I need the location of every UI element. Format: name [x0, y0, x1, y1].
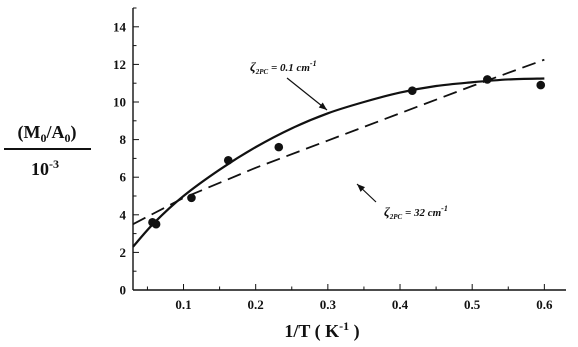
annotations: ζ2PC = 0.1 cm-1 ζ2PC = 32 cm-1	[250, 59, 448, 221]
y-tick-label: 10	[113, 95, 126, 110]
x-axis-ticks: 0.1 0.2 0.3 0.4 0.5 0.6	[146, 284, 553, 312]
svg-text:10-3: 10-3	[31, 157, 59, 179]
y-tick-label: 0	[120, 283, 127, 298]
x-tick-label: 0.2	[248, 297, 264, 312]
x-tick-label: 0.4	[392, 297, 409, 312]
x-tick-label: 0.3	[320, 297, 337, 312]
data-point	[187, 193, 196, 203]
y-axis-title: (M0/A0) 10-3	[4, 122, 91, 179]
solid-curve-annotation-arrow	[286, 77, 328, 111]
y-tick-label: 6	[120, 170, 127, 185]
x-tick-label: 0.5	[464, 297, 481, 312]
fit-curves	[132, 58, 545, 248]
data-point	[407, 86, 417, 96]
dashed-fit-curve	[132, 58, 545, 225]
data-points	[148, 75, 546, 229]
dashed-curve-annotation-arrowhead	[357, 184, 366, 192]
x-tick-label: 0.1	[175, 297, 191, 312]
svg-text:(M0/A0): (M0/A0)	[18, 122, 77, 145]
y-axis-ticks: 0 2 4 6 8 10 12 14	[113, 7, 139, 298]
data-point	[536, 80, 546, 90]
y-tick-label: 4	[120, 207, 127, 222]
y-tick-label: 14	[113, 19, 127, 34]
x-tick-label: 0.6	[536, 297, 553, 312]
solid-fit-curve	[132, 77, 545, 248]
y-tick-label: 8	[120, 132, 127, 147]
y-tick-label: 12	[113, 57, 126, 72]
data-point	[483, 75, 492, 84]
solid-curve-annotation: ζ2PC = 0.1 cm-1	[250, 59, 317, 76]
data-point	[151, 219, 161, 229]
data-point	[274, 142, 284, 152]
solid-curve-annotation-arrowhead	[318, 102, 327, 110]
x-axis-title: 1/T ( K-1 )	[284, 319, 359, 342]
data-point	[223, 155, 233, 165]
dashed-curve-annotation: ζ2PC = 32 cm-1	[384, 204, 448, 221]
y-tick-label: 2	[120, 245, 127, 260]
axes	[132, 8, 566, 291]
